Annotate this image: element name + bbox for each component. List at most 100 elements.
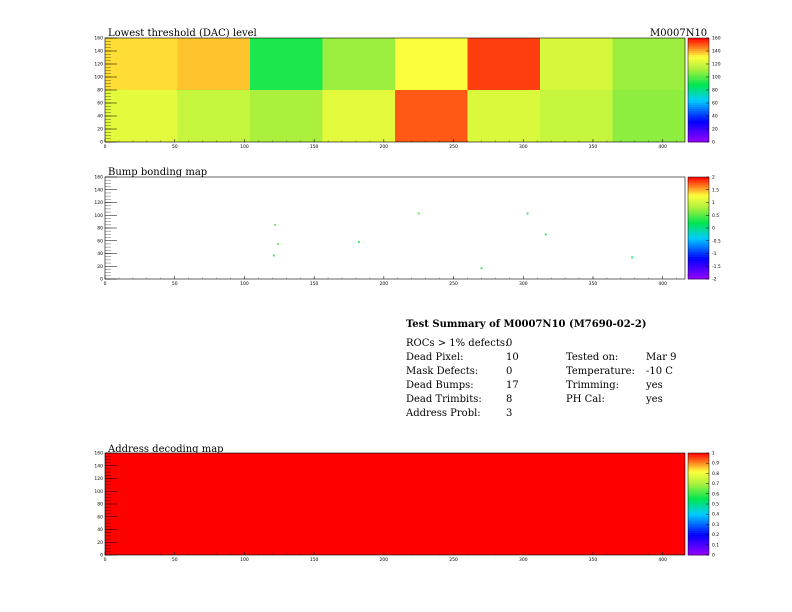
x-tick-label: 100 <box>240 144 249 150</box>
z-tick-label: 40 <box>712 114 718 120</box>
y-tick-label: 60 <box>97 101 103 107</box>
color-scale-bin <box>688 54 709 58</box>
x-tick-label: 100 <box>240 557 249 563</box>
roc-cell <box>540 90 613 142</box>
y-tick-label: 40 <box>97 527 103 533</box>
color-scale-bin <box>688 213 709 217</box>
x-tick-label: 0 <box>104 144 107 150</box>
color-scale-bin <box>688 211 709 215</box>
color-scale-bin <box>688 250 709 253</box>
color-scale-bin <box>688 58 709 62</box>
color-scale-bin <box>688 199 709 202</box>
defect-pixel <box>526 212 529 215</box>
y-tick-label: 140 <box>94 463 103 469</box>
color-scale-bin <box>688 536 709 539</box>
z-tick-label: 1.5 <box>712 187 719 193</box>
z-tick-label: 0.8 <box>712 471 719 477</box>
color-scale-bin <box>688 252 709 255</box>
roc-cell <box>395 38 468 90</box>
color-scale-bin <box>688 85 709 89</box>
color-scale-bin <box>688 534 709 537</box>
summary-label: ROCs > 1% defects: <box>406 338 509 349</box>
y-tick-label: 120 <box>94 200 103 206</box>
color-scale-bin <box>688 42 709 45</box>
color-scale-bin <box>688 207 709 210</box>
z-tick-label: 0.9 <box>712 461 719 467</box>
color-scale-bin <box>688 485 709 488</box>
color-scale-bin <box>688 518 709 521</box>
x-tick-label: 200 <box>380 281 389 287</box>
color-scale-bin <box>688 46 709 49</box>
defect-pixel <box>274 224 277 226</box>
y-tick-label: 0 <box>100 140 103 146</box>
y-tick-label: 80 <box>97 502 103 508</box>
z-tick-label: -1.5 <box>712 264 721 270</box>
color-scale-bin <box>688 546 709 550</box>
color-scale-bin <box>688 73 709 76</box>
color-scale-bin <box>688 495 709 499</box>
z-tick-label: 100 <box>712 75 721 81</box>
color-scale-bin <box>688 264 709 268</box>
color-scale-bin <box>688 522 709 525</box>
color-scale-bin <box>688 191 709 194</box>
summary-value: 8 <box>506 394 513 405</box>
summary-label: Trimming: <box>566 380 620 391</box>
roc-cell <box>467 90 540 142</box>
color-scale-bin <box>688 550 709 554</box>
color-scale-bin <box>688 223 709 227</box>
color-scale-bin <box>688 256 709 259</box>
x-tick-label: 200 <box>380 144 389 150</box>
roc-cell <box>540 38 613 90</box>
color-scale-bin <box>688 471 709 474</box>
x-tick-label: 150 <box>310 281 319 287</box>
color-scale-bin <box>688 100 709 103</box>
y-tick-label: 100 <box>94 75 103 81</box>
color-scale-bin <box>688 516 709 519</box>
color-scale-bin <box>688 114 709 118</box>
color-scale-bin <box>688 260 709 263</box>
y-tick-label: 60 <box>97 514 103 520</box>
x-tick-label: 50 <box>172 557 178 563</box>
color-scale-bin <box>688 510 709 513</box>
summary-label: Dead Trimbits: <box>406 394 482 405</box>
y-tick-label: 160 <box>94 175 103 181</box>
color-scale-bin <box>688 225 709 229</box>
summary-heading: Test Summary of M0007N10 (M7690-02-2) <box>406 319 647 330</box>
y-tick-label: 40 <box>97 251 103 257</box>
color-scale-bin <box>688 81 709 85</box>
color-scale-bin <box>688 508 709 511</box>
color-scale-bin <box>688 221 709 225</box>
color-scale-bin <box>688 112 709 116</box>
y-tick-label: 0 <box>100 553 103 559</box>
color-scale-bin <box>688 230 709 233</box>
color-scale-bin <box>688 203 709 206</box>
color-scale-bin <box>688 52 709 55</box>
color-scale-bin <box>688 135 709 139</box>
x-tick-label: 300 <box>519 557 528 563</box>
color-scale-bin <box>688 125 709 128</box>
color-scale-bin <box>688 262 709 266</box>
color-scale-bin <box>688 104 709 107</box>
color-scale-bin <box>688 242 709 245</box>
color-scale-bin <box>688 228 709 231</box>
summary-value: Mar 9 <box>646 352 677 363</box>
color-scale-bin <box>688 236 709 239</box>
z-tick-label: 20 <box>712 127 718 133</box>
defect-pixel <box>417 212 420 215</box>
color-scale-bin <box>688 246 709 249</box>
color-scale-bin <box>688 272 709 276</box>
color-scale-bin <box>688 102 709 105</box>
color-scale-bin <box>688 219 709 223</box>
x-tick-label: 400 <box>658 557 667 563</box>
y-tick-label: 60 <box>97 238 103 244</box>
z-tick-label: 0.5 <box>712 213 719 219</box>
chart-panel: 0 50 100 150 200 250 300 350 400 0 20 40 60 80 100 120 1… <box>94 451 719 564</box>
x-tick-label: 0 <box>104 281 107 287</box>
color-scale-bin <box>688 524 709 527</box>
color-scale-bin <box>688 106 709 110</box>
color-scale-bin <box>688 234 709 237</box>
color-scale-bin <box>688 453 709 456</box>
summary-label: PH Cal: <box>566 394 605 405</box>
color-scale-bin <box>688 481 709 484</box>
x-tick-label: 400 <box>658 281 667 287</box>
